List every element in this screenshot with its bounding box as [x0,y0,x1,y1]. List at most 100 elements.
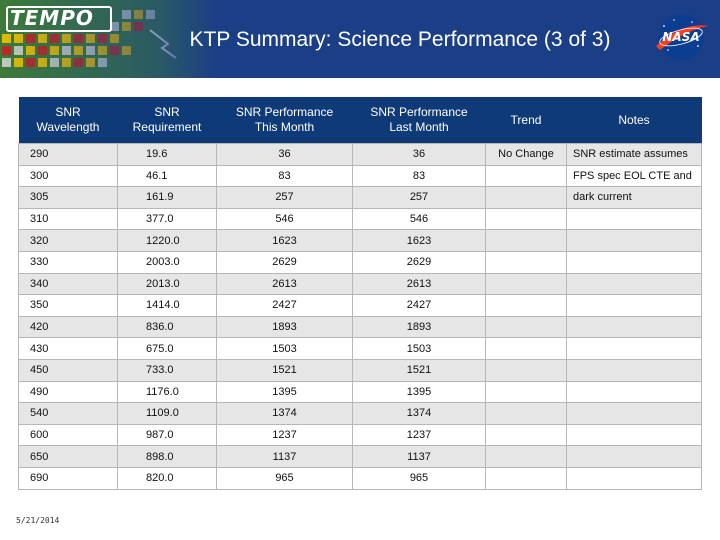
cell-this-month: 1623 [216,229,353,252]
cell-requirement: 161.9 [117,186,217,209]
cell-wavelength: 305 [18,186,118,209]
cell-last-month: 1137 [352,445,486,468]
cell-trend [485,229,567,252]
table-row: 490 1176.0 1395 1395 [18,380,702,404]
cell-notes [566,229,702,252]
cell-wavelength: 290 [18,143,118,166]
cell-this-month: 1395 [216,380,353,404]
table-row: 300 46.1 83 83 FPS spec EOL CTE and [18,164,702,188]
cell-wavelength: 300 [18,164,118,188]
cell-trend [485,423,567,447]
table-row: 350 1414.0 2427 2427 [18,294,702,317]
cell-wavelength: 310 [18,207,118,231]
cell-last-month: 546 [352,207,486,231]
table-row: 690 820.0 965 965 [18,466,702,490]
col-header-this-month: SNR Performance This Month [216,97,353,144]
cell-requirement: 733.0 [117,358,217,382]
cell-requirement: 987.0 [117,423,217,447]
header-banner: TEMPO KTP Summary: Science Performance (… [0,0,720,78]
cell-this-month: 1137 [216,445,353,468]
cell-trend [485,337,567,360]
cell-requirement: 1220.0 [117,229,217,252]
cell-trend [485,186,567,209]
cell-notes [566,315,702,339]
cell-notes: dark current [566,186,702,209]
cell-notes [566,380,702,404]
cell-trend [485,445,567,468]
cell-requirement: 1109.0 [117,402,217,425]
cell-notes [566,207,702,231]
cell-this-month: 257 [216,186,353,209]
cell-this-month: 2629 [216,250,353,274]
snr-performance-table: SNR Wavelength SNR Requirement SNR Perform… [18,97,702,490]
col-header-trend: Trend [485,97,567,144]
cell-wavelength: 540 [18,402,118,425]
cell-last-month: 1503 [352,337,486,360]
cell-notes [566,272,702,296]
cell-last-month: 36 [352,143,486,166]
cell-wavelength: 340 [18,272,118,296]
cell-notes: FPS spec EOL CTE and [566,164,702,188]
cell-notes [566,294,702,317]
table-row: 420 836.0 1893 1893 [18,315,702,339]
page-title: KTP Summary: Science Performance (3 of 3… [189,28,611,51]
cell-requirement: 2013.0 [117,272,217,296]
cell-wavelength: 490 [18,380,118,404]
col-header-last-month: SNR Performance Last Month [352,97,486,144]
cell-trend: No Change [485,143,567,166]
cell-trend [485,402,567,425]
cell-notes [566,445,702,468]
cell-this-month: 1503 [216,337,353,360]
tempo-logo-frame [6,6,112,32]
cell-requirement: 675.0 [117,337,217,360]
cell-trend [485,207,567,231]
banner-gradient [0,0,720,78]
cell-last-month: 2629 [352,250,486,274]
cell-last-month: 1395 [352,380,486,404]
col-header-wavelength: SNR Wavelength [18,97,118,144]
table-row: 340 2013.0 2613 2613 [18,272,702,296]
cell-trend [485,294,567,317]
cell-this-month: 1893 [216,315,353,339]
cell-notes: SNR estimate assumes [566,143,702,166]
footer-date: 5/21/2014 [16,516,60,525]
cell-this-month: 546 [216,207,353,231]
cell-last-month: 2613 [352,272,486,296]
table-row: 320 1220.0 1623 1623 [18,229,702,252]
cell-last-month: 1623 [352,229,486,252]
cell-this-month: 1521 [216,358,353,382]
cell-requirement: 820.0 [117,466,217,490]
table-row: 430 675.0 1503 1503 [18,337,702,360]
table-row: 600 987.0 1237 1237 [18,423,702,447]
cell-wavelength: 650 [18,445,118,468]
cell-wavelength: 320 [18,229,118,252]
cell-trend [485,250,567,274]
cell-wavelength: 420 [18,315,118,339]
cell-notes [566,337,702,360]
cell-this-month: 2427 [216,294,353,317]
table-row: 450 733.0 1521 1521 [18,358,702,382]
cell-requirement: 836.0 [117,315,217,339]
table-header-row: SNR Wavelength SNR Requirement SNR Perform… [18,97,702,144]
cell-notes [566,466,702,490]
cell-notes [566,250,702,274]
cell-requirement: 898.0 [117,445,217,468]
tempo-logo: TEMPO [10,6,94,30]
table-row: 290 19.6 36 36 No Change SNR estimate assumes [18,143,702,166]
cell-last-month: 83 [352,164,486,188]
col-header-notes: Notes [566,97,702,144]
cell-requirement: 1414.0 [117,294,217,317]
cell-requirement: 46.1 [117,164,217,188]
cell-requirement: 2003.0 [117,250,217,274]
col-header-requirement: SNR Requirement [117,97,217,144]
cell-this-month: 965 [216,466,353,490]
cell-notes [566,358,702,382]
cell-trend [485,272,567,296]
cell-trend [485,466,567,490]
table-row: 650 898.0 1137 1137 [18,445,702,468]
cell-wavelength: 450 [18,358,118,382]
table-row: 540 1109.0 1374 1374 [18,402,702,425]
table-row: 330 2003.0 2629 2629 [18,250,702,274]
nasa-logo-text: NASA [662,30,699,44]
cell-wavelength: 330 [18,250,118,274]
